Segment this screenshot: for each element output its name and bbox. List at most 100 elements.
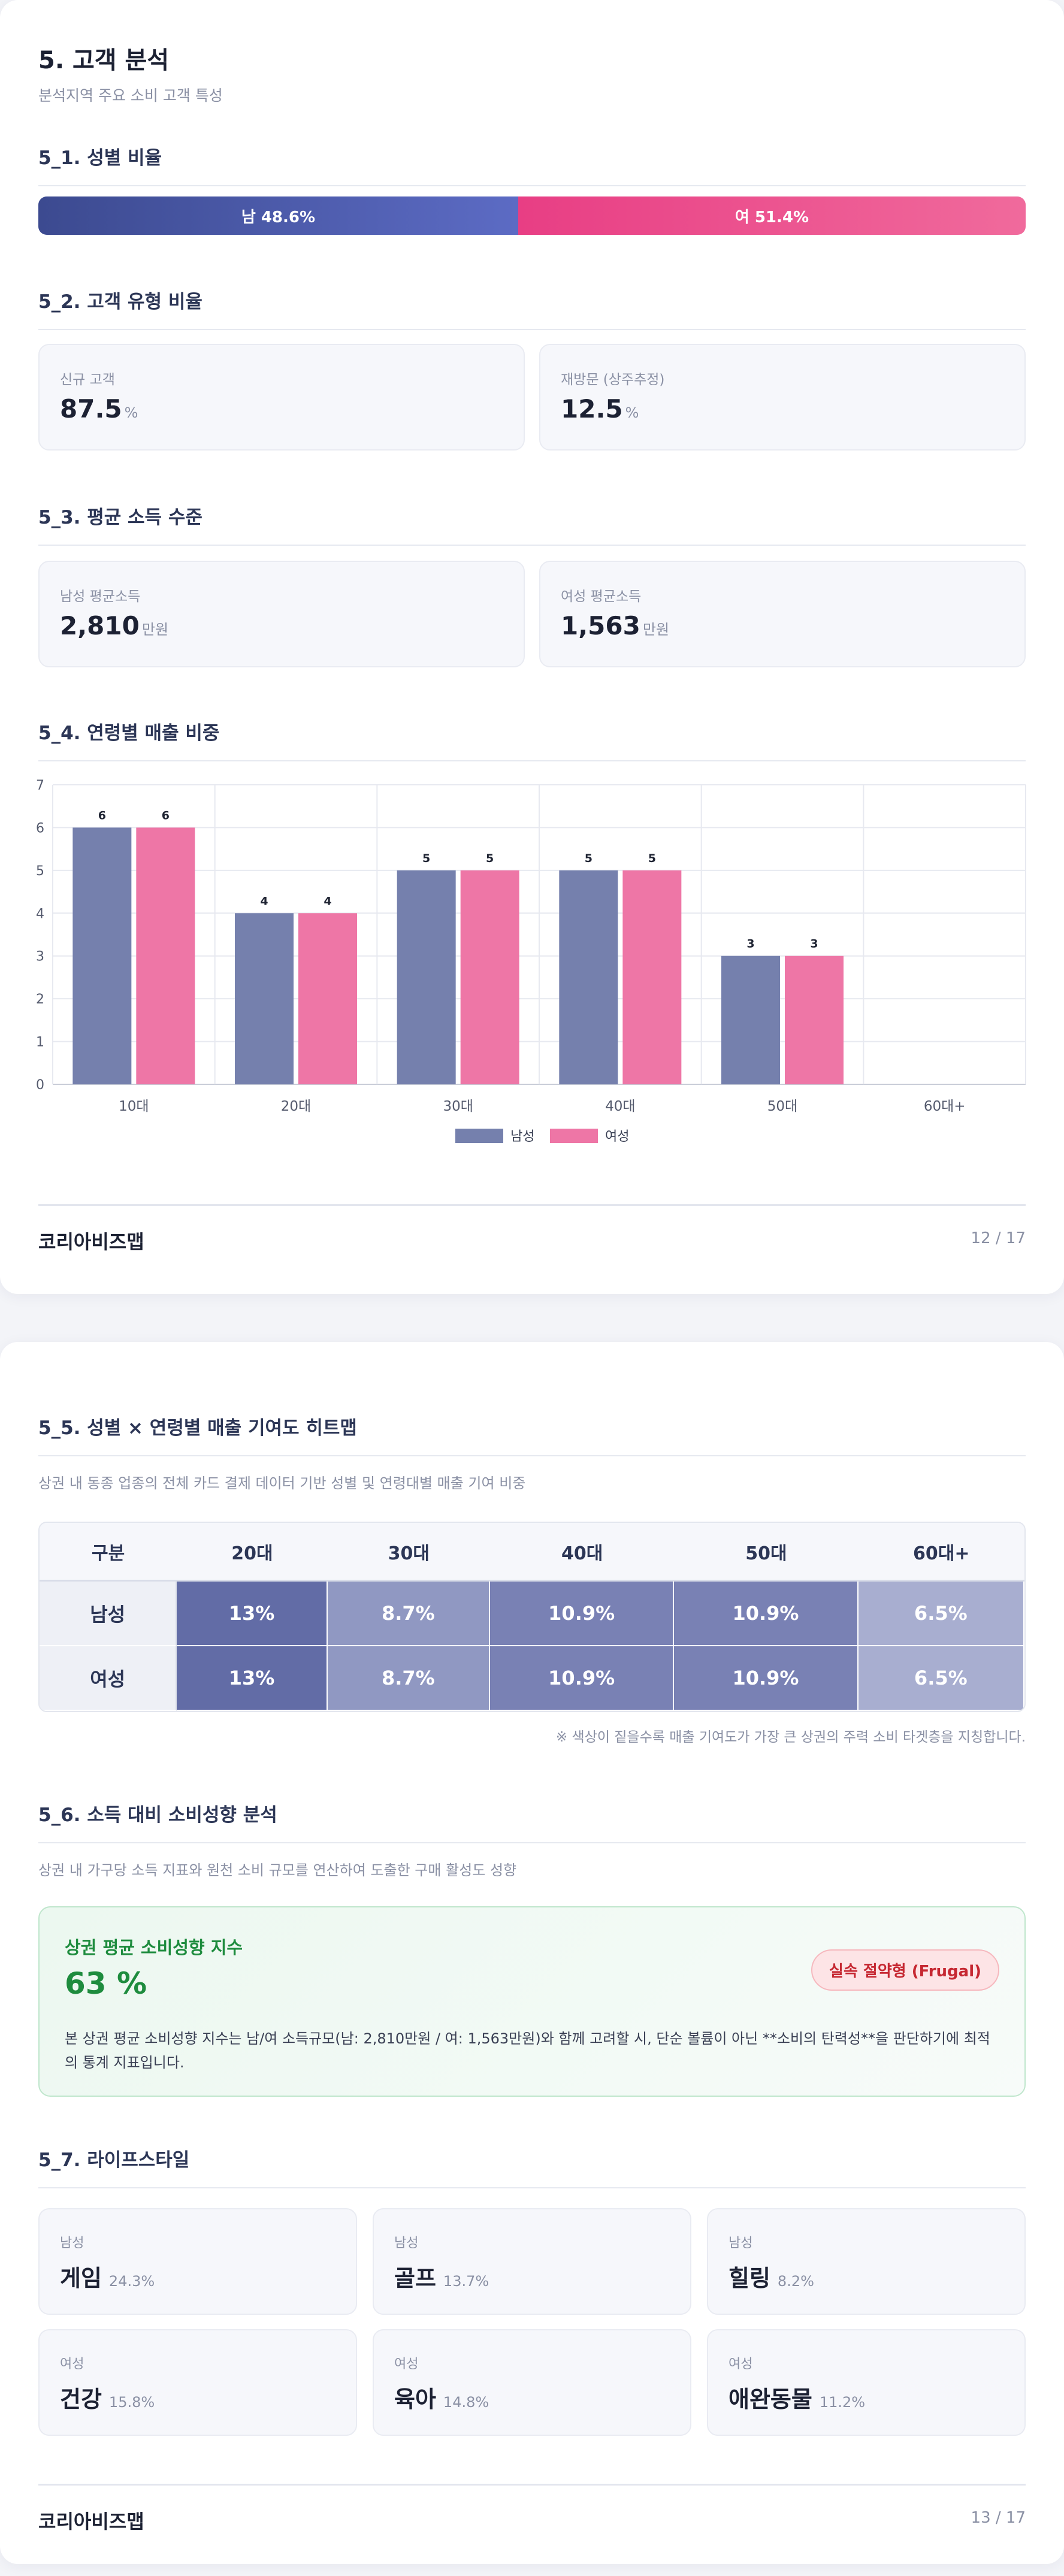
heatmap-col-header: 60대+ [858, 1523, 1024, 1582]
footer-brand: 코리아비즈맵 [38, 2510, 144, 2533]
y-tick-label: 2 [36, 992, 44, 1007]
gender-age-heatmap: 구분 20대 30대 40대 50대 60대+ 남성 13% 8.7% 10.9% 10… [38, 1522, 1026, 1712]
bar [235, 913, 294, 1084]
heatmap-cell: 10.9% [490, 1646, 675, 1711]
report-page-12: 5. 고객 분석 분석지역 주요 소비 고객 특성 5_1. 성별 비율 남 4… [0, 0, 1064, 1294]
female-income-card: 여성 평균소득 1,563 만원 [539, 561, 1026, 667]
returning-customer-card: 재방문 (상주추정) 12.5% [539, 344, 1026, 451]
card-value: 2,810 만원 [60, 611, 168, 640]
data-label: 5 [486, 852, 494, 865]
lifestyle-category: 힐링 [729, 2265, 770, 2291]
y-tick-label: 0 [36, 1078, 44, 1093]
card-label: 신규 고객 [60, 372, 115, 388]
spending-index-title: 상권 평균 소비성향 지수 [65, 1937, 243, 1958]
spending-heading: 5_6. 소득 대비 소비성향 분석 [38, 1800, 1026, 1843]
heatmap-heading: 5_5. 성별 × 연령별 매출 기여도 히트맵 [38, 1413, 1026, 1456]
card-value: 87.5% [60, 394, 138, 424]
lifestyle-name: 힐링 8.2% [729, 2260, 814, 2293]
lifestyle-heading: 5_7. 라이프스타일 [38, 2145, 1026, 2188]
lifestyle-name: 육아 14.8% [394, 2381, 489, 2414]
heatmap-col-header: 구분 [40, 1523, 177, 1582]
heatmap-col-header: 40대 [490, 1523, 675, 1582]
heatmap-description: 상권 내 동종 업종의 전체 카드 결제 데이터 기반 성별 및 연령대별 매출… [38, 1475, 526, 1492]
bar [298, 913, 357, 1084]
lifestyle-percent: 24.3% [108, 2273, 155, 2290]
card-number: 12.5 [561, 394, 623, 424]
lifestyle-percent: 11.2% [819, 2394, 866, 2411]
heatmap-cell: 8.7% [327, 1582, 491, 1646]
footer-divider [38, 2484, 1026, 2486]
spending-type-badge: 실속 절약형 (Frugal) [811, 1949, 999, 1991]
x-tick-label: 60대+ [924, 1099, 966, 1114]
lifestyle-card: 남성 골프 13.7% [373, 2208, 691, 2315]
data-label: 5 [648, 852, 656, 865]
heatmap-col-header: 30대 [327, 1523, 491, 1582]
bar [72, 827, 132, 1084]
data-label: 4 [260, 894, 268, 908]
data-label: 5 [585, 852, 593, 865]
card-unit: 만원 [141, 621, 169, 638]
heatmap-row: 남성 13% 8.7% 10.9% 10.9% 6.5% [40, 1582, 1024, 1646]
y-tick-label: 4 [36, 906, 44, 921]
y-tick-label: 6 [36, 821, 44, 836]
data-label: 6 [98, 809, 106, 822]
lifestyle-category: 애완동물 [729, 2386, 812, 2412]
bar [622, 870, 682, 1084]
lifestyle-gender: 여성 [60, 2357, 84, 2372]
card-label: 남성 평균소득 [60, 589, 141, 604]
heatmap-cell: 10.9% [490, 1582, 675, 1646]
female-ratio-segment: 여 51.4% [518, 196, 1026, 235]
heatmap-row-header: 남성 [40, 1582, 177, 1646]
heatmap-cell: 10.9% [674, 1582, 859, 1646]
heatmap-col-header: 50대 [674, 1523, 859, 1582]
lifestyle-name: 게임 24.3% [60, 2260, 155, 2293]
lifestyle-gender: 여성 [394, 2357, 419, 2372]
data-label: 3 [810, 938, 818, 951]
y-tick-label: 5 [36, 864, 44, 879]
heatmap-cell: 13% [177, 1582, 328, 1646]
male-ratio-segment: 남 48.6% [38, 196, 518, 235]
card-unit: % [124, 404, 138, 421]
lifestyle-name: 골프 13.7% [394, 2260, 489, 2293]
customer-type-heading: 5_2. 고객 유형 비율 [38, 286, 1026, 330]
new-customer-card: 신규 고객 87.5% [38, 344, 525, 451]
x-tick-label: 30대 [443, 1099, 473, 1114]
y-tick-label: 1 [36, 1035, 44, 1050]
card-label: 여성 평균소득 [561, 589, 642, 604]
section-subtitle: 분석지역 주요 소비 고객 특성 [38, 87, 223, 104]
lifestyle-percent: 14.8% [443, 2394, 489, 2411]
lifestyle-category: 육아 [394, 2386, 436, 2412]
page-number: 12 / 17 [971, 1229, 1026, 1247]
heatmap-cell: 6.5% [858, 1582, 1024, 1646]
data-label: 5 [422, 852, 430, 865]
card-number: 2,810 [60, 611, 140, 640]
x-tick-label: 50대 [767, 1099, 797, 1114]
data-label: 4 [324, 894, 331, 908]
heatmap-cell: 13% [177, 1646, 328, 1711]
x-tick-label: 20대 [281, 1099, 311, 1114]
lifestyle-category: 골프 [394, 2265, 436, 2291]
section-title: 5. 고객 분석 [38, 47, 170, 74]
lifestyle-gender: 남성 [729, 2236, 753, 2251]
income-heading: 5_3. 평균 소득 수준 [38, 502, 1026, 546]
lifestyle-card: 남성 게임 24.3% [38, 2208, 357, 2315]
data-label: 6 [162, 809, 170, 822]
bar [136, 827, 195, 1084]
lifestyle-gender: 여성 [729, 2357, 753, 2372]
card-number: 87.5 [60, 394, 122, 424]
legend-swatch [550, 1129, 598, 1143]
bar [721, 956, 780, 1084]
card-value: 12.5% [561, 394, 639, 424]
lifestyle-percent: 15.8% [108, 2394, 155, 2411]
heatmap-col-header: 20대 [177, 1523, 328, 1582]
lifestyle-name: 건강 15.8% [60, 2381, 155, 2414]
spending-index-text: 본 상권 평균 소비성향 지수는 남/여 소득규모(남: 2,810만원 / 여… [65, 2030, 990, 2071]
bar [559, 870, 618, 1084]
heatmap-cell: 10.9% [674, 1646, 859, 1711]
spending-index-box: 상권 평균 소비성향 지수 63 % 실속 절약형 (Frugal) 본 상권 … [38, 1906, 1026, 2097]
age-sales-heading: 5_4. 연령별 매출 비중 [38, 718, 1026, 761]
